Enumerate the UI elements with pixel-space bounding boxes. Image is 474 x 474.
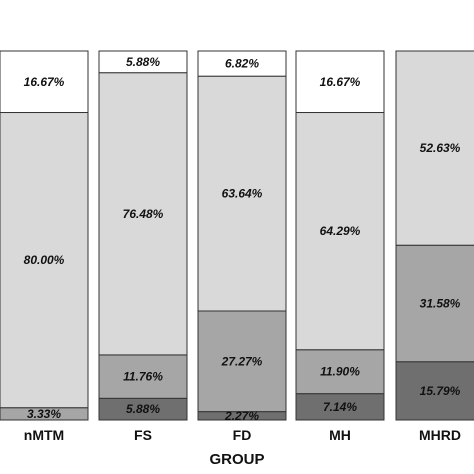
segment-label-mh-2: 64.29%	[320, 224, 361, 238]
bar-segment-fd-2	[197, 75, 287, 312]
segment-label-fd-0: 2.27%	[224, 409, 259, 423]
bar-segment-mhrd-2	[395, 50, 474, 246]
x-axis-title: GROUP	[209, 451, 264, 468]
segment-label-mhrd-1: 31.58%	[420, 296, 461, 310]
segment-label-fd-1: 27.27%	[221, 354, 263, 368]
bar-segment-mh-3	[295, 50, 385, 114]
bar-segment-mhrd-0	[395, 361, 474, 421]
bar-segment-fd-1	[197, 310, 287, 413]
x-tick-label-fs: FS	[134, 427, 152, 443]
bar-segment-mh-2	[295, 112, 385, 351]
segment-label-nmtm-2: 80.00%	[24, 253, 65, 267]
bar-segment-nmtm-3	[0, 50, 89, 114]
segment-label-fd-3: 6.82%	[225, 57, 259, 71]
category-ticks-layer: nMTM FS FD MH MHRD	[24, 427, 461, 443]
segment-label-fs-2: 76.48%	[123, 207, 164, 221]
segment-label-nmtm-1: 3.33%	[27, 407, 61, 421]
segment-label-mh-1: 11.90%	[320, 365, 360, 379]
segment-label-fs-3: 5.88%	[126, 55, 160, 69]
segment-label-mhrd-2: 52.63%	[420, 141, 461, 155]
segment-label-fs-0: 5.88%	[126, 402, 160, 416]
segment-label-mhrd-0: 15.79%	[420, 384, 461, 398]
x-tick-label-nmtm: nMTM	[24, 427, 64, 443]
bar-segment-mh-1	[295, 349, 385, 395]
bar-segment-nmtm-2	[0, 112, 89, 409]
segment-label-nmtm-3: 16.67%	[24, 75, 65, 89]
segment-labels-layer: 3.33% 80.00% 16.67% 5.88% 11.76% 76.48% 5.88% 2…	[24, 55, 461, 423]
bar-segment-mh-0	[295, 393, 385, 421]
segment-label-mh-3: 16.67%	[320, 75, 361, 89]
bar-segment-fs-3	[98, 50, 188, 74]
segment-label-fd-2: 63.64%	[222, 187, 263, 201]
x-tick-label-mhrd: MHRD	[419, 427, 461, 443]
segment-label-mh-0: 7.14%	[323, 400, 357, 414]
x-tick-label-mh: MH	[329, 427, 351, 443]
segment-label-fs-1: 11.76%	[123, 370, 163, 384]
bar-segment-fd-3	[197, 50, 287, 77]
x-tick-label-fd: FD	[233, 427, 252, 443]
bars-layer	[0, 50, 474, 421]
